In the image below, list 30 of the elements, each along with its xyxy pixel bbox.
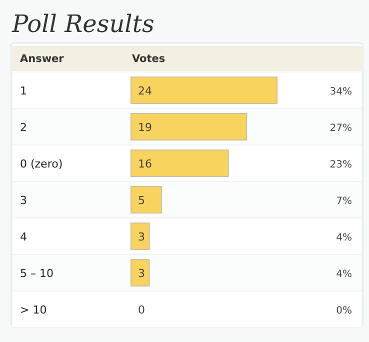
text: 0%	[336, 305, 352, 316]
text: 27%	[330, 122, 352, 134]
y-tick-label: 5 – 10	[20, 266, 54, 280]
data-label: 24	[138, 84, 152, 98]
data-label: 0	[138, 303, 145, 316]
data-label: 5	[138, 194, 145, 207]
data-label: 16	[138, 157, 152, 170]
bar	[130, 150, 229, 177]
y-tick-label: 1	[20, 84, 27, 98]
text: 23%	[330, 159, 352, 170]
x-axis-title: Votes	[132, 53, 166, 65]
y-tick-label: 2	[20, 120, 27, 134]
y-tick-label: 3	[20, 194, 27, 207]
y-axis-title: Answer	[20, 53, 65, 65]
bar	[130, 186, 162, 214]
text: 4%	[336, 232, 352, 244]
y-tick-label: 4	[20, 230, 27, 244]
bar	[130, 76, 278, 104]
bar	[130, 113, 248, 140]
text: 4%	[336, 268, 352, 280]
bar	[130, 222, 150, 250]
bar	[130, 259, 150, 286]
data-label: 3	[138, 230, 145, 244]
data-label: 19	[138, 120, 152, 134]
chart-title: Poll Results	[11, 10, 154, 38]
data-label: 3	[138, 266, 145, 280]
y-tick-label: 0 (zero)	[20, 157, 63, 170]
text: 7%	[336, 196, 352, 207]
y-tick-label: > 10	[20, 303, 47, 316]
text: 34%	[330, 86, 352, 98]
